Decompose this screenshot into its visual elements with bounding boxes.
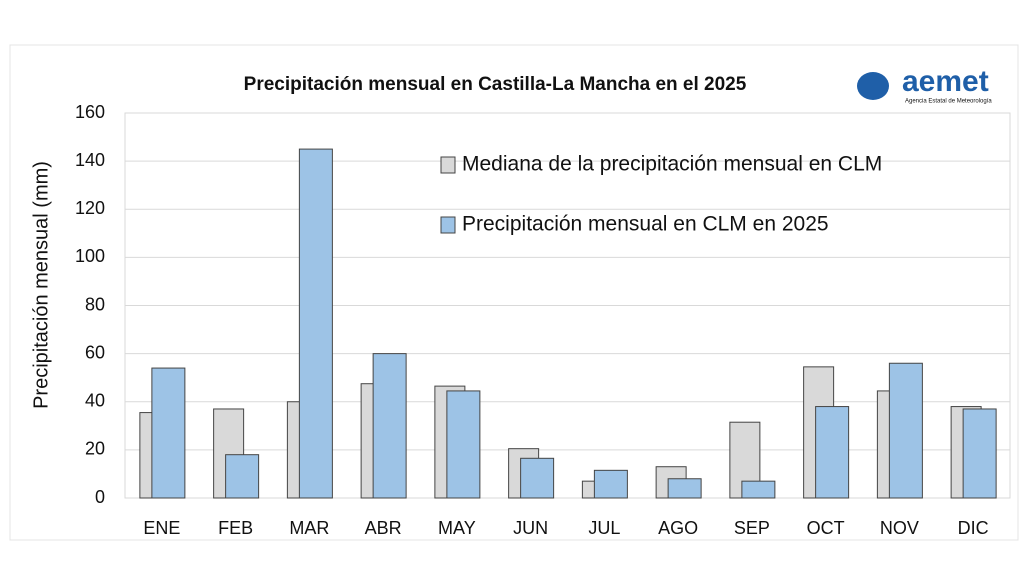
legend-swatch (440, 156, 456, 174)
y-tick-label: 120 (75, 198, 105, 218)
y-tick-label: 60 (85, 342, 105, 362)
x-tick-label: SEP (734, 518, 770, 538)
logo-subtitle: Agencia Estatal de Meteorología (905, 99, 992, 105)
x-tick-label: AGO (658, 518, 698, 538)
x-tick-label: JUN (513, 518, 548, 538)
bar (593, 469, 628, 499)
y-tick-label: 80 (85, 294, 105, 314)
x-tick-label: NOV (880, 518, 919, 538)
x-tick-label: JUL (588, 518, 620, 538)
bar (225, 454, 260, 499)
y-tick-label: 0 (95, 487, 105, 507)
bar (741, 480, 776, 499)
logo: aemet Agencia Estatal de Meteorología (857, 65, 992, 105)
y-axis-label: Precipitación mensual (mm) (30, 161, 52, 409)
y-tick-label: 100 (75, 246, 105, 266)
logo-icon (857, 72, 889, 100)
x-tick-label: MAR (289, 518, 329, 538)
y-tick-label: 160 (75, 102, 105, 122)
x-tick-label: OCT (807, 518, 845, 538)
x-tick-label: ABR (365, 518, 402, 538)
x-tick-label: MAY (438, 518, 476, 538)
legend-swatch (440, 216, 456, 234)
y-tick-label: 20 (85, 439, 105, 459)
chart-title: Precipitación mensual en Castilla-La Man… (244, 74, 747, 95)
x-tick-label: ENE (143, 518, 180, 538)
bar (446, 390, 481, 499)
bar (888, 362, 923, 499)
legend-label: Precipitación mensual en CLM en 2025 (462, 213, 829, 236)
bar (520, 457, 555, 499)
bar (372, 353, 407, 499)
y-tick-label: 40 (85, 391, 105, 411)
legend-label: Mediana de la precipitación mensual en C… (462, 153, 882, 176)
x-tick-label: FEB (218, 518, 253, 538)
bar (815, 406, 850, 499)
y-tick-label: 140 (75, 150, 105, 170)
bar (962, 408, 997, 499)
bar (298, 148, 333, 499)
bar (667, 478, 702, 499)
logo-name: aemet (902, 65, 989, 98)
bar (151, 367, 186, 499)
x-tick-label: DIC (958, 518, 989, 538)
